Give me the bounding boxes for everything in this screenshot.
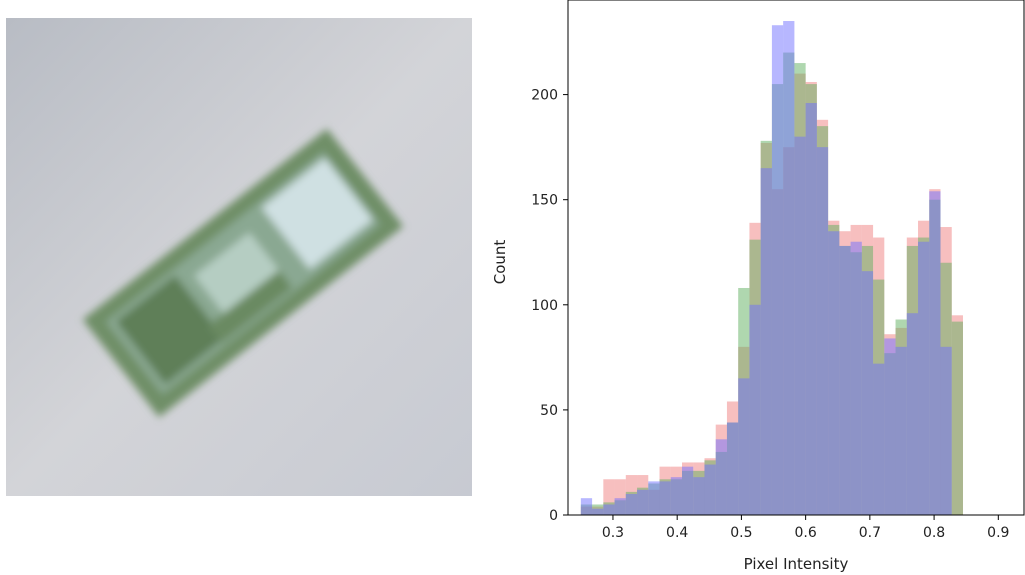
histogram-bar: [704, 464, 716, 515]
histogram-bar: [828, 231, 840, 515]
plot-frame: [567, 0, 1025, 516]
histogram-bars: [580, 21, 963, 516]
histogram-bar: [693, 477, 705, 515]
histogram-bar: [929, 191, 941, 516]
histogram-bar: [771, 25, 784, 516]
histogram-bar: [918, 241, 930, 516]
histogram-bar: [850, 241, 862, 516]
histogram-bar: [603, 504, 615, 515]
histogram-bar: [625, 493, 638, 515]
histogram-bar: [816, 147, 829, 515]
histogram-bar: [839, 245, 851, 515]
y-tick-label: 0: [549, 508, 558, 524]
histogram-bar: [715, 439, 727, 515]
histogram-bar: [760, 168, 772, 515]
y-tick-label: 200: [531, 88, 558, 104]
histogram-bar: [805, 103, 817, 515]
histogram-bar: [951, 321, 963, 515]
x-tick-label: 0.3: [602, 525, 624, 541]
x-axis-ticks: 0.3 0.4 0.5 0.6 0.7 0.8 0.9: [602, 515, 1009, 541]
histogram-bar: [648, 481, 660, 515]
histogram-bar: [861, 271, 874, 515]
y-axis-ticks: 0 50 100 150 200: [531, 88, 568, 524]
histogram-bar: [738, 378, 750, 515]
y-axis-label: Count: [491, 240, 509, 285]
banknote-shape: [82, 128, 404, 418]
histogram-bar: [940, 346, 952, 515]
x-tick-label: 0.7: [859, 525, 881, 541]
y-tick-label: 50: [540, 403, 558, 419]
histogram-bar: [726, 422, 739, 515]
y-tick-label: 100: [531, 298, 558, 314]
histogram-bar: [749, 304, 761, 515]
histogram-bar: [614, 498, 626, 515]
banknote-photo: [6, 18, 472, 496]
x-tick-label: 0.8: [923, 525, 945, 541]
histogram-bar: [637, 489, 649, 515]
histogram-bar: [614, 479, 626, 515]
histogram-bar: [603, 479, 615, 515]
series-2: [580, 21, 952, 516]
x-tick-label: 0.9: [987, 525, 1009, 541]
histogram-bar: [592, 508, 604, 515]
y-tick-label: 150: [531, 193, 558, 209]
histogram-bar: [783, 21, 795, 515]
histogram-bar: [873, 363, 885, 515]
histogram-bar: [895, 346, 907, 515]
x-tick-label: 0.4: [666, 525, 688, 541]
histogram-bar: [884, 338, 896, 515]
histogram-bar: [580, 498, 593, 515]
histogram-bar: [906, 313, 919, 515]
histogram-bar: [682, 466, 694, 515]
x-tick-label: 0.6: [795, 525, 817, 541]
histogram-bar: [659, 481, 671, 515]
histogram-bar: [670, 477, 682, 515]
x-axis-label: Pixel Intensity: [744, 555, 849, 573]
x-tick-label: 0.5: [730, 525, 752, 541]
histogram-bar: [794, 136, 806, 515]
